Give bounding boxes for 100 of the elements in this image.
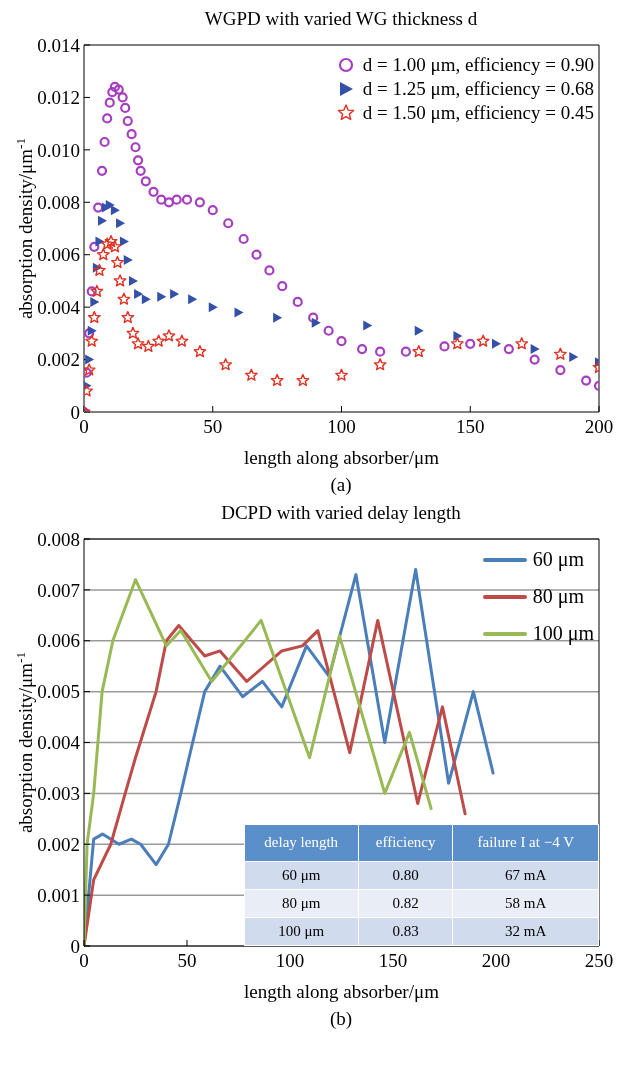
chart-title: DCPD with varied delay length [220, 502, 462, 525]
point [162, 329, 176, 342]
point [126, 326, 140, 339]
y-tick-label: 0.012 [37, 87, 80, 109]
category-label: failure I at −4 V [452, 824, 599, 862]
y-tick-label: 0.014 [37, 34, 81, 56]
point [238, 233, 249, 245]
point [207, 205, 218, 216]
y-tick-label: 0.008 [37, 528, 80, 550]
annotation: 0.83 [358, 917, 453, 946]
point [135, 165, 146, 176]
annotation: 67 mA [452, 861, 599, 890]
point [503, 343, 514, 355]
point [110, 205, 120, 216]
point [85, 334, 99, 347]
point [373, 358, 387, 371]
legend-label: d = 1.00 μm, efficiency = 0.90 [362, 54, 594, 76]
point [84, 363, 96, 376]
point [96, 165, 108, 176]
point [96, 248, 110, 261]
point [529, 354, 540, 365]
point [148, 186, 159, 197]
point [375, 346, 386, 357]
text: (a) [329, 474, 353, 496]
point [100, 237, 114, 250]
point [251, 249, 262, 260]
x-axis-title: length along absorber/μm [244, 981, 440, 1002]
point [308, 312, 319, 323]
point [116, 218, 126, 229]
x-tick-label: 200 [481, 950, 511, 972]
annotation: 32 mA [452, 917, 599, 946]
x-tick-label: 250 [584, 950, 614, 972]
point [223, 218, 234, 229]
point [335, 368, 348, 381]
point [296, 373, 310, 387]
point [336, 336, 347, 347]
legend-label: 60 μm [532, 548, 584, 571]
point [323, 325, 334, 336]
point [194, 197, 205, 208]
point [123, 254, 133, 265]
y-tick-label: 0.006 [37, 244, 80, 266]
point [132, 155, 144, 166]
point [277, 281, 288, 292]
point [219, 358, 233, 371]
point [130, 142, 141, 153]
point [439, 341, 450, 352]
x-axis-title: length along absorber/μm [244, 447, 440, 468]
point [163, 197, 175, 208]
x-tick-label: 50 [203, 416, 223, 438]
point [208, 302, 218, 313]
point [119, 236, 129, 247]
point [170, 289, 180, 300]
legend-label: d = 1.50 μm, efficiency = 0.45 [362, 102, 594, 124]
point [141, 294, 151, 305]
point [120, 102, 131, 114]
point [553, 347, 567, 360]
point [157, 291, 167, 302]
point [363, 320, 373, 331]
point [86, 286, 97, 297]
point [181, 194, 193, 205]
point [104, 97, 115, 108]
point [555, 364, 566, 376]
point [90, 284, 104, 297]
point [244, 368, 258, 381]
point [87, 310, 101, 324]
line-series [84, 578, 433, 946]
point [569, 351, 579, 362]
point [126, 129, 137, 140]
chart-title: WGPD with varied WG thickness d [203, 8, 479, 31]
point [134, 289, 144, 300]
point [515, 337, 529, 350]
point [117, 292, 131, 305]
point [311, 317, 321, 328]
point [400, 346, 411, 357]
point [292, 296, 303, 307]
point [128, 275, 138, 286]
point [99, 136, 110, 148]
point [111, 255, 124, 269]
annotation: 100 μm [244, 917, 359, 946]
annotation: 60 μm [244, 861, 359, 890]
legend-label: 100 μm [532, 622, 594, 645]
point [188, 294, 198, 305]
point [104, 234, 118, 248]
point [412, 345, 426, 358]
point [117, 92, 128, 103]
point [414, 325, 424, 336]
category-label: delay length [244, 824, 359, 862]
point [95, 236, 105, 247]
y-tick-label: 0.002 [37, 833, 80, 855]
point [357, 343, 368, 355]
point [264, 265, 275, 276]
x-tick-label: 100 [327, 416, 356, 438]
y-tick-label: 0 [70, 401, 80, 423]
y-tick-label: 0.004 [37, 296, 81, 318]
y-tick-label: 0 [70, 935, 80, 957]
point [530, 344, 540, 355]
x-tick-label: 200 [584, 416, 614, 438]
y-tick-label: 0.002 [37, 349, 80, 371]
y-tick-label: 0.003 [37, 783, 80, 805]
point [270, 373, 284, 387]
